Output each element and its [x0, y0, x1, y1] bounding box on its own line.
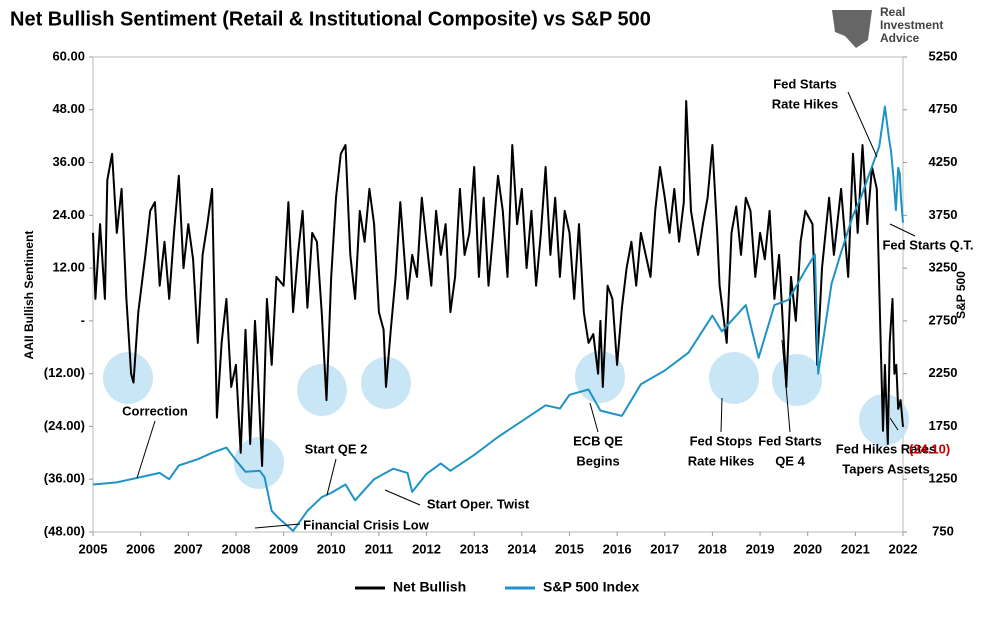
- annotation: Rate Hikes: [772, 96, 838, 111]
- annotation: QE 4: [775, 453, 805, 468]
- annotation: Begins: [576, 453, 619, 468]
- highlight-circle: [772, 354, 822, 406]
- x-tick-label: 2015: [555, 541, 584, 556]
- y2-tick-label: 3750: [929, 207, 958, 222]
- annotation: Fed Stops: [690, 433, 753, 448]
- annotation-leader: [384, 489, 421, 506]
- x-tick-label: 2019: [746, 541, 775, 556]
- y2-tick-label: 5250: [929, 48, 958, 63]
- y2-tick-label: 1750: [929, 418, 958, 433]
- logo-text: Real: [880, 5, 905, 19]
- y2-tick-label: 4750: [929, 101, 958, 116]
- y-tick-label: 48.00: [52, 101, 85, 116]
- annotation-leader: [889, 417, 899, 431]
- annotation: Fed Starts: [773, 76, 837, 91]
- x-tick-label: 2005: [79, 541, 108, 556]
- annotation-leader: [136, 420, 156, 479]
- legend-label: Net Bullish: [393, 579, 466, 595]
- highlight-circle: [234, 437, 284, 489]
- x-tick-label: 2009: [269, 541, 298, 556]
- x-tick-label: 2008: [221, 541, 250, 556]
- annotation-leader: [781, 339, 791, 433]
- y-tick-label: (12.00): [44, 365, 85, 380]
- annotation-leader: [589, 402, 599, 433]
- x-tick-label: 2017: [650, 541, 679, 556]
- x-tick-label: 2021: [841, 541, 870, 556]
- annotation: Start QE 2: [305, 441, 368, 456]
- annotation-leader: [847, 91, 878, 158]
- series-line: [92, 100, 904, 467]
- logo-text: Advice: [880, 31, 920, 45]
- y2-axis-label: S&P 500: [954, 271, 968, 319]
- series-line: [92, 105, 904, 532]
- x-tick-label: 2022: [889, 541, 918, 556]
- x-tick-label: 2016: [603, 541, 632, 556]
- x-tick-label: 2010: [317, 541, 346, 556]
- highlight-circle: [297, 364, 347, 416]
- annotation: Financial Crisis Low: [303, 517, 430, 532]
- annotation: Start Oper. Twist: [427, 496, 530, 511]
- annotation: Tapers Assets: [842, 461, 929, 476]
- plot-frame: [92, 56, 904, 533]
- legend-label: S&P 500 Index: [543, 579, 639, 595]
- annotation-leader: [889, 223, 916, 237]
- y-axis-label: AAII Bullish Sentiment: [22, 231, 36, 360]
- x-tick-label: 2018: [698, 541, 727, 556]
- logo-text: Investment: [880, 18, 943, 32]
- highlight-circle: [709, 352, 759, 404]
- annotation: Fed Starts: [758, 433, 822, 448]
- y-tick-label: (48.00): [44, 523, 85, 538]
- x-tick-label: 2006: [126, 541, 155, 556]
- y2-tick-label: 1250: [929, 471, 958, 486]
- x-tick-label: 2020: [793, 541, 822, 556]
- logo-icon: [832, 10, 872, 48]
- chart-title: Net Bullish Sentiment (Retail & Institut…: [10, 8, 651, 30]
- x-tick-label: 2012: [412, 541, 441, 556]
- y2-tick-label: 2250: [929, 365, 958, 380]
- highlight-circle: [103, 352, 153, 404]
- annotation-leader: [720, 397, 723, 433]
- y-tick-label: (36.00): [44, 471, 85, 486]
- end-value-label: (24.10): [909, 441, 950, 456]
- annotation: Rate Hikes: [688, 453, 754, 468]
- y2-tick-label: 4250: [929, 154, 958, 169]
- y2-tick-label: 750: [932, 523, 954, 538]
- annotation: Fed Hikes Rates: [836, 441, 936, 456]
- annotation: Fed Starts Q.T.: [882, 237, 973, 252]
- annotation: Correction: [122, 403, 188, 418]
- annotation-leader: [254, 523, 301, 529]
- annotation-leader: [326, 458, 337, 496]
- x-tick-label: 2014: [507, 541, 537, 556]
- x-tick-label: 2013: [460, 541, 489, 556]
- x-tick-label: 2011: [365, 541, 393, 556]
- y-tick-label: -: [81, 312, 85, 327]
- x-tick-label: 2007: [174, 541, 203, 556]
- y-tick-label: 60.00: [52, 48, 85, 63]
- annotation: ECB QE: [573, 433, 623, 448]
- y-tick-label: 12.00: [52, 260, 85, 275]
- y-tick-label: 36.00: [52, 154, 85, 169]
- y-tick-label: (24.00): [44, 418, 85, 433]
- y2-tick-label: 3250: [929, 260, 958, 275]
- y2-tick-label: 2750: [929, 312, 958, 327]
- y-tick-label: 24.00: [52, 207, 85, 222]
